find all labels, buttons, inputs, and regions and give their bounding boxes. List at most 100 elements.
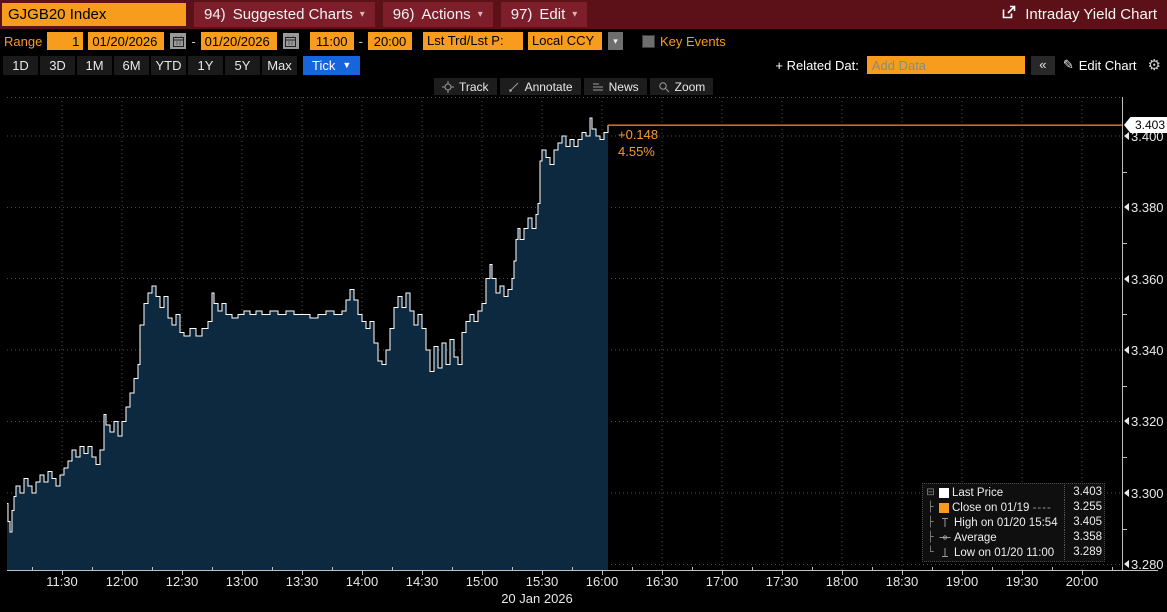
close-price-swatch <box>939 502 949 513</box>
x-axis-minor-tick <box>92 567 93 570</box>
x-axis-tick-label: 17:30 <box>765 574 799 589</box>
x-axis-line <box>7 570 1158 571</box>
legend-row-last-price[interactable]: ⊟ Last Price 3.403 <box>925 485 1102 500</box>
y-axis-line <box>1122 97 1123 571</box>
news-lines-icon <box>592 83 603 90</box>
x-axis-tick <box>62 571 63 575</box>
legend-row-low[interactable]: └ Low on 01/20 11:00 3.289 <box>925 545 1102 560</box>
x-axis-tick <box>482 571 483 575</box>
end-time-input[interactable] <box>368 32 412 50</box>
date-range-dash: - <box>191 33 196 49</box>
y-axis-minor-tick <box>1122 314 1127 315</box>
y-axis-minor-tick <box>1122 457 1127 458</box>
menu-key: 94) <box>204 6 226 23</box>
legend-tree-guide: ├ <box>927 517 934 528</box>
x-axis-minor-tick <box>572 567 573 570</box>
range-label: Range <box>4 33 43 49</box>
tick-mode-button[interactable]: Tick ▼ <box>303 55 361 75</box>
range-days-input[interactable] <box>47 32 84 50</box>
period-tab-6m[interactable]: 6M <box>114 55 149 75</box>
y-axis-tick-label: 3.360 <box>1124 272 1164 287</box>
menu-suggested-charts[interactable]: 94) Suggested Charts ▾ <box>194 2 375 27</box>
legend-label: Low on 01/20 11:00 <box>954 546 1055 559</box>
legend-value: 3.403 <box>1064 485 1102 500</box>
chevron-down-icon: ▼ <box>342 60 352 70</box>
calendar-icon[interactable] <box>282 33 299 49</box>
last-change-annotation: +0.148 4.55% <box>618 126 658 160</box>
currency-dropdown-button[interactable]: ▾ <box>608 32 623 50</box>
annotate-button[interactable]: Annotate <box>499 78 581 95</box>
x-axis-minor-tick <box>692 567 693 570</box>
legend-row-high[interactable]: ├ High on 01/20 15:54 3.405 <box>925 515 1102 530</box>
y-axis-minor-tick <box>1122 172 1127 173</box>
collapse-panel-button[interactable]: « <box>1030 55 1055 75</box>
chart-legend[interactable]: ⊟ Last Price 3.403 ├ Close on 01/19 ---- 3.25… <box>922 483 1105 562</box>
x-axis-minor-tick <box>812 567 813 570</box>
x-axis-tick-label: 13:30 <box>285 574 319 589</box>
start-time-input[interactable] <box>309 32 354 50</box>
calendar-icon[interactable] <box>170 33 187 49</box>
chart-region: Track Annotate News Zoom <box>0 77 1167 612</box>
x-axis-tick <box>242 571 243 575</box>
period-tab-1m[interactable]: 1M <box>77 55 112 75</box>
x-axis-tick <box>842 571 843 575</box>
x-axis-tick-label: 12:30 <box>165 574 199 589</box>
period-tab-3d[interactable]: 3D <box>40 55 75 75</box>
settings-gear-icon[interactable]: ⚙ <box>1147 57 1161 74</box>
legend-row-close[interactable]: ├ Close on 01/19 ---- 3.255 <box>925 500 1102 515</box>
key-events-label: Key Events <box>660 33 726 49</box>
legend-row-average[interactable]: ├ Average 3.358 <box>925 530 1102 545</box>
menu-actions[interactable]: 96) Actions ▾ <box>382 2 493 27</box>
x-axis-minor-tick <box>992 567 993 570</box>
news-button[interactable]: News <box>583 78 647 95</box>
x-axis-tick <box>902 571 903 575</box>
legend-tree-guide: ├ <box>927 532 934 543</box>
menu-label: Actions <box>421 6 471 23</box>
x-axis-minor-tick <box>872 567 873 570</box>
tick-arrow-icon <box>1124 417 1129 425</box>
currency-select[interactable]: Local CCY <box>528 32 602 50</box>
price-plot-area[interactable] <box>7 97 1122 570</box>
x-axis-minor-tick <box>932 567 933 570</box>
key-events-checkbox[interactable] <box>642 34 655 48</box>
legend-expand-icon[interactable]: ⊟ <box>926 487 935 498</box>
menu-edit[interactable]: 97) Edit ▾ <box>500 2 588 27</box>
x-axis-tick <box>1022 571 1023 575</box>
chevron-down-icon: ▾ <box>572 9 578 20</box>
legend-label: Average <box>954 531 997 544</box>
chevron-down-icon: ▾ <box>359 9 365 20</box>
x-axis-tick-label: 18:30 <box>885 574 919 589</box>
period-tab-ytd[interactable]: YTD <box>151 55 186 75</box>
period-tab-1d[interactable]: 1D <box>3 55 38 75</box>
start-date-input[interactable] <box>88 32 165 50</box>
tick-arrow-icon <box>1124 346 1129 354</box>
related-data-button[interactable]: + Related Dat: <box>775 57 859 73</box>
last-price-axis-tag: 3.403 <box>1124 117 1167 133</box>
tick-arrow-icon <box>1124 132 1129 140</box>
add-data-input[interactable] <box>866 56 1025 74</box>
zoom-button[interactable]: Zoom <box>649 78 714 95</box>
x-axis-tick-label: 16:00 <box>585 574 619 589</box>
x-axis-tick-label: 17:00 <box>705 574 739 589</box>
end-date-input[interactable] <box>200 32 277 50</box>
legend-value: 3.255 <box>1064 500 1102 515</box>
x-axis-tick <box>1082 571 1083 575</box>
x-axis-tick-label: 13:00 <box>225 574 259 589</box>
period-tab-1y[interactable]: 1Y <box>188 55 223 75</box>
price-source-select[interactable]: Lst Trd/Lst P: <box>423 32 523 50</box>
legend-label: High on 01/20 15:54 <box>954 516 1058 529</box>
export-window-icon[interactable] <box>1001 4 1017 25</box>
track-button[interactable]: Track <box>434 78 497 95</box>
period-tab-5y[interactable]: 5Y <box>225 55 260 75</box>
period-tab-max[interactable]: Max <box>262 55 297 75</box>
magnifier-icon <box>658 81 669 92</box>
annotate-pencil-icon <box>508 82 518 92</box>
dashed-line-style-hint: ---- <box>1032 501 1052 514</box>
x-axis-minor-tick <box>392 567 393 570</box>
price-chart-canvas[interactable] <box>7 97 1122 570</box>
menu-label: Edit <box>539 6 566 23</box>
y-axis-tick-label: 3.280 <box>1124 557 1164 572</box>
edit-chart-button[interactable]: ✎ Edit Chart <box>1057 57 1143 73</box>
security-ticker-field[interactable]: GJGB20 Index <box>2 3 186 26</box>
